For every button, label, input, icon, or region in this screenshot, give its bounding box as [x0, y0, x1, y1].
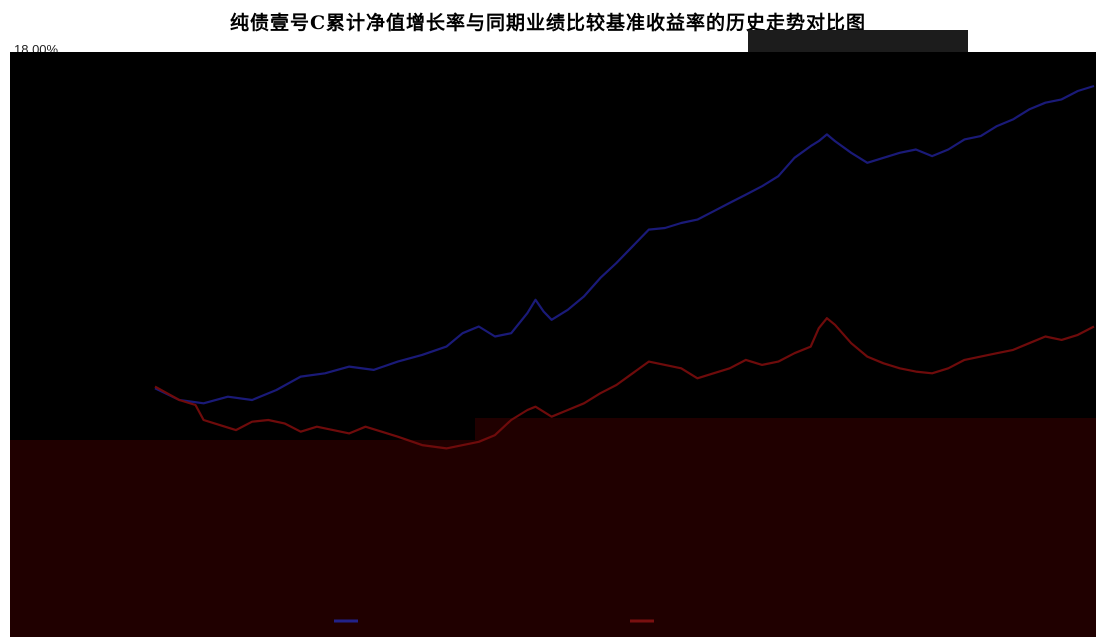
series-layer — [154, 84, 1095, 450]
plot-area-lower-right — [475, 418, 1096, 637]
series-line-fund — [154, 84, 1095, 405]
chart-title: 纯债壹号C累计净值增长率与同期业绩比较基准收益率的历史走势对比图 — [229, 12, 867, 34]
legend-image-badge — [748, 30, 968, 52]
plot-area-upper — [10, 52, 1096, 440]
series-line-benchmark — [154, 317, 1095, 450]
